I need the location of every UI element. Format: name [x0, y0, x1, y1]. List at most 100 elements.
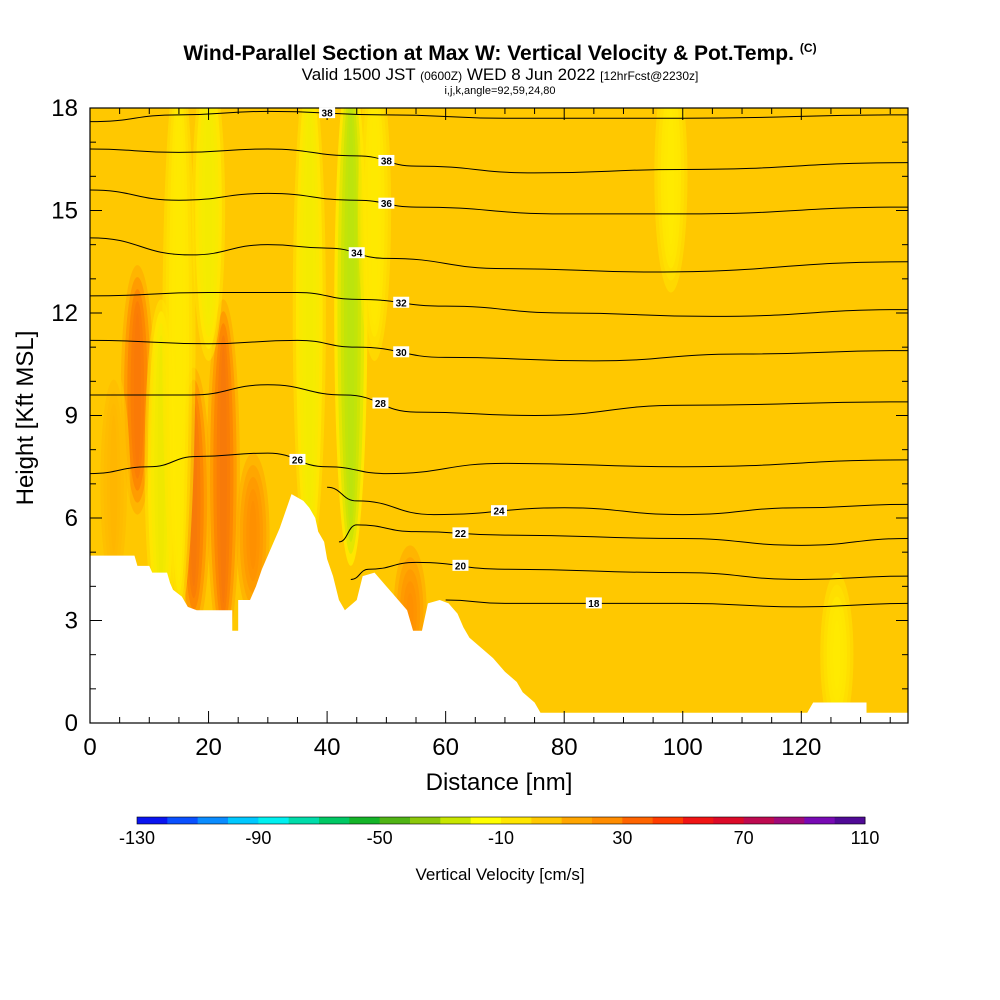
colorbar-tick-label: -10 [488, 828, 514, 848]
isentrope-line [90, 189, 908, 215]
isentrope-label-bg [289, 453, 306, 465]
forecast-info: [12hrFcst@2230z] [600, 69, 699, 83]
x-tick-label: 40 [314, 734, 341, 761]
x-axis-title: Distance [nm] [426, 769, 573, 796]
isentrope-label: 30 [396, 348, 408, 359]
isentrope-label-bg [378, 197, 395, 209]
isentrope-label: 22 [455, 529, 467, 540]
y-tick-label: 6 [65, 505, 78, 532]
x-tick-label: 80 [551, 734, 578, 761]
colorbar: -130 -90 -50 -10 30 70 110 [119, 816, 880, 848]
colorbar-swatch [622, 817, 654, 824]
isentrope-label-bg [393, 346, 410, 358]
isentrope-line [338, 524, 908, 546]
isentrope-label-bg [348, 247, 365, 259]
isentrope-line [350, 561, 908, 581]
colorbar-swatch [258, 817, 290, 824]
updraft-cell [206, 299, 240, 652]
colorbar-tick-label: -130 [119, 828, 155, 848]
colorbar-swatch [592, 817, 623, 824]
isentrope-label-bg [378, 154, 395, 166]
isentrope-line [90, 452, 908, 475]
isentrope-line [90, 384, 908, 417]
isentrope-label: 24 [493, 507, 505, 518]
isentrope-label-bg [452, 527, 469, 539]
isentrope-line [90, 339, 908, 362]
isentrope-label: 28 [375, 399, 387, 410]
downdraft-cell [162, 108, 196, 617]
valid-date: WED 8 Jun 2022 [466, 65, 596, 84]
x-tick-label: 20 [195, 734, 222, 761]
isentrope-label-bg [393, 296, 410, 308]
isentrope-label-bg [372, 397, 389, 409]
isentrope-line [327, 486, 908, 516]
isentrope-label: 32 [396, 298, 408, 309]
chart-title-line: Wind-Parallel Section at Max W: Vertical… [0, 36, 1000, 66]
downdraft-cell [357, 108, 392, 361]
colorbar-swatch [804, 817, 836, 824]
valid-time: Valid 1500 JST [301, 65, 416, 84]
isentrope-label: 38 [381, 156, 393, 167]
colorbar-swatch [834, 817, 866, 824]
colorbar-swatch [531, 817, 563, 824]
isentrope-label-bg [452, 559, 469, 571]
colorbar-swatch [288, 817, 320, 824]
colorbar-tick-label: -50 [367, 828, 393, 848]
colorbar-swatch [440, 817, 472, 824]
downdraft-cell [292, 108, 326, 566]
colorbar-swatch [379, 817, 411, 824]
colorbar-title: Vertical Velocity [cm/s] [415, 865, 584, 884]
isentrope-label: 34 [351, 249, 363, 260]
colorbar-swatch [410, 817, 441, 824]
colorbar-tick-label: 110 [851, 828, 880, 848]
y-tick-label: 12 [51, 300, 78, 327]
y-tick-label: 15 [51, 198, 78, 225]
chart-subtitle: Valid 1500 JST (0600Z) WED 8 Jun 2022 [1… [0, 66, 1000, 85]
y-axis-title: Height [Kft MSL] [12, 331, 39, 506]
downdraft-cell [191, 108, 226, 361]
isentrope-label: 26 [292, 455, 304, 466]
colorbar-swatch [713, 817, 745, 824]
isentrope-label-bg [319, 107, 336, 119]
isentrope-line [90, 148, 908, 174]
isentrope-label-bg [585, 597, 602, 609]
title-block: Wind-Parallel Section at Max W: Vertical… [0, 36, 1000, 97]
downdraft-cell [654, 108, 688, 293]
colorbar-swatch [683, 817, 714, 824]
colorbar-swatch [743, 817, 775, 824]
isentrope-line [90, 110, 908, 123]
colorbar-swatch [501, 817, 532, 824]
grid-params: i,j,k,angle=92,59,24,80 [444, 85, 556, 97]
x-tick-label: 60 [432, 734, 459, 761]
x-tick-label: 100 [663, 734, 703, 761]
isentrope-label: 36 [381, 199, 393, 210]
colorbar-swatch [652, 817, 684, 824]
isentrope-label: 18 [588, 599, 600, 610]
x-tick-label: 120 [781, 734, 821, 761]
colorbar-tick-label: 30 [612, 828, 632, 848]
terrain [90, 494, 908, 723]
isentrope-label-bg [491, 505, 507, 517]
y-tick-label: 18 [51, 95, 78, 122]
colorbar-swatch [167, 817, 199, 824]
isentrope-line [90, 237, 908, 273]
colorbar-swatch [228, 817, 259, 824]
isentrope-label: 20 [455, 561, 467, 572]
x-tick-label: 0 [83, 734, 96, 761]
copyright-mark: (C) [799, 41, 817, 55]
chart-title: Wind-Parallel Section at Max W: Vertical… [183, 42, 794, 65]
plot-area [90, 108, 908, 723]
colorbar-swatch [470, 817, 502, 824]
colorbar-swatch [774, 817, 805, 824]
velocity-field [97, 108, 854, 723]
y-tick-label: 3 [65, 608, 78, 635]
isentrope-label: 38 [322, 109, 334, 120]
isentrope-labels: 38 38 36 34 32 30 28 26 24 22 20 18 [289, 107, 602, 610]
isentrope-line [90, 291, 908, 317]
colorbar-swatch [319, 817, 350, 824]
colorbar-tick-label: -90 [245, 828, 271, 848]
updraft-cell [97, 367, 131, 600]
y-tick-label: 9 [65, 403, 78, 430]
colorbar-swatch [349, 817, 381, 824]
